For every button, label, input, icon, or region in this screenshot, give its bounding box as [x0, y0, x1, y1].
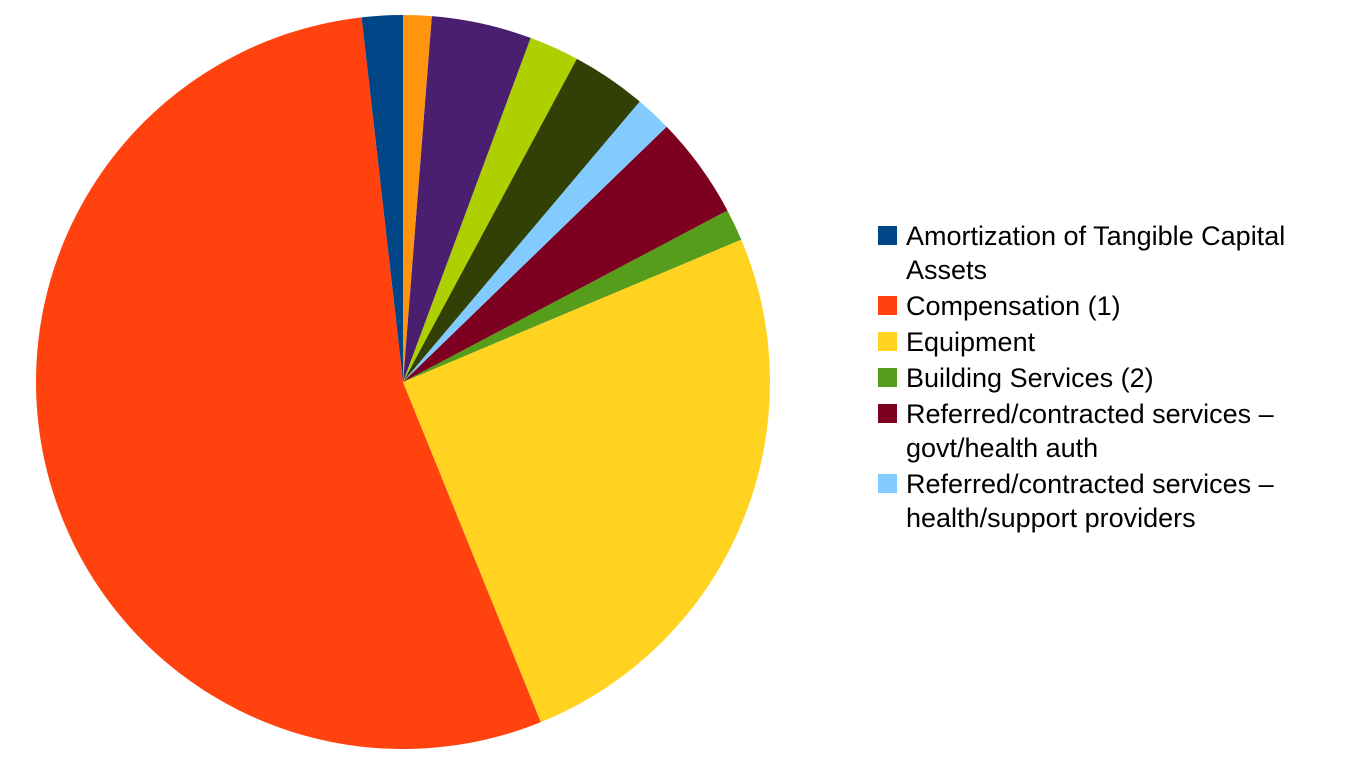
pie-slice: [361, 15, 403, 382]
legend: Amortization of Tangible Capital Assets C…: [878, 219, 1358, 537]
pie-slice: [35, 17, 541, 749]
pie-slice: [403, 239, 770, 723]
legend-label: Referred/contracted services – health/su…: [906, 469, 1274, 533]
pie-slice: [403, 126, 728, 382]
legend-swatch: [878, 474, 897, 493]
legend-item: Compensation (1): [878, 289, 1358, 323]
pie-slice: [403, 101, 667, 382]
legend-label: Equipment: [906, 327, 1036, 357]
pie-slice: [403, 16, 531, 382]
legend-swatch: [878, 332, 897, 351]
pie-slice: [403, 210, 742, 382]
legend-item: Building Services (2): [878, 361, 1358, 395]
pie-slice: [403, 37, 577, 382]
legend-label: Amortization of Tangible Capital Assets: [906, 221, 1286, 285]
chart: [35, 15, 770, 749]
legend-item: Equipment: [878, 325, 1358, 359]
legend-label: Compensation (1): [906, 291, 1121, 321]
legend-swatch: [878, 368, 897, 387]
legend-label: Referred/contracted services – govt/heal…: [906, 399, 1274, 463]
legend-item: Referred/contracted services – health/su…: [878, 467, 1358, 535]
pie-slice: [403, 58, 640, 382]
legend-item: Amortization of Tangible Capital Assets: [878, 219, 1358, 287]
legend-label: Building Services (2): [906, 363, 1154, 393]
legend-item: Referred/contracted services – govt/heal…: [878, 397, 1358, 465]
legend-swatch: [878, 404, 897, 423]
pie-slice: [403, 15, 432, 382]
legend-swatch: [878, 296, 897, 315]
legend-swatch: [878, 226, 897, 245]
